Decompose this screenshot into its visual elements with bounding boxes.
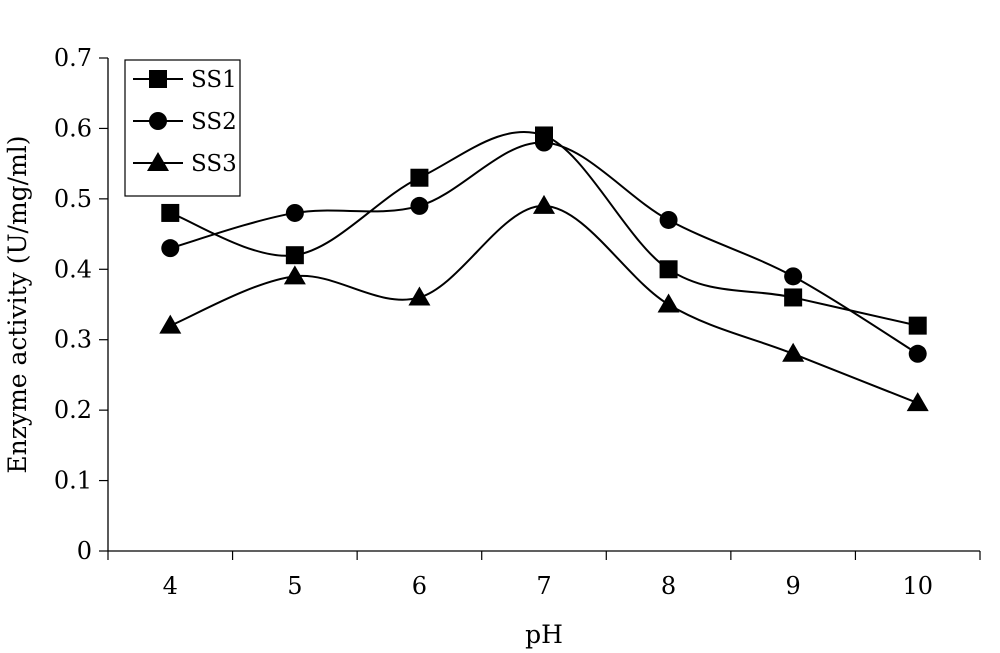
y-tick-label: 0.2 — [54, 396, 92, 424]
data-point — [535, 133, 553, 152]
data-point — [410, 168, 429, 187]
y-axis-title: Enzyme activity (U/mg/ml) — [3, 135, 32, 473]
series-line — [169, 204, 919, 405]
data-point — [533, 194, 555, 214]
series-line — [170, 141, 919, 355]
data-point — [159, 314, 182, 334]
axes — [107, 58, 980, 552]
data-point — [408, 286, 431, 306]
y-tick-label: 0.7 — [54, 44, 92, 72]
legend-label: SS1 — [191, 67, 237, 93]
data-point — [285, 203, 304, 222]
data-point — [908, 344, 927, 363]
legend-marker — [149, 70, 167, 88]
x-tick-label: 5 — [287, 572, 302, 600]
data-point — [285, 246, 304, 265]
x-tick-label: 6 — [412, 572, 427, 600]
data-point — [782, 342, 805, 362]
legend-label: SS2 — [191, 109, 237, 135]
x-tick-label: 8 — [661, 572, 676, 600]
x-tick-label: 4 — [163, 572, 178, 600]
legend-item: SS2 — [133, 109, 237, 135]
y-tick-label: 0.3 — [54, 326, 92, 354]
data-point — [784, 288, 803, 307]
x-tick-label: 10 — [902, 572, 933, 600]
legend-box — [124, 59, 241, 197]
data-point — [908, 316, 927, 335]
y-tick-label: 0.6 — [54, 114, 92, 142]
x-tick-label: 7 — [536, 572, 551, 600]
data-point — [784, 267, 803, 286]
legend-item: SS3 — [133, 151, 237, 177]
legend-marker — [149, 112, 167, 130]
x-axis-title: pH — [525, 620, 563, 649]
data-point — [283, 265, 306, 285]
data-point — [657, 293, 680, 313]
y-tick-label: 0 — [77, 537, 92, 565]
y-tick-label: 0.5 — [54, 185, 92, 213]
x-tick-label: 9 — [786, 572, 801, 600]
legend: SS1 SS2 SS3 — [124, 59, 241, 197]
series-layer — [159, 126, 929, 412]
legend-marker — [147, 152, 169, 171]
data-point — [659, 210, 678, 229]
data-point — [410, 196, 429, 215]
data-point — [161, 239, 180, 258]
y-ticks: 0 0.1 0.2 0.3 0.4 0.5 0.6 0.7 — [54, 44, 108, 565]
series-line — [169, 130, 918, 327]
x-ticks: 4 5 6 7 8 9 10 — [107, 551, 981, 600]
y-tick-label: 0.4 — [54, 255, 92, 283]
y-tick-label: 0.1 — [54, 467, 92, 495]
data-point — [659, 260, 678, 279]
data-point — [161, 203, 180, 222]
legend-item: SS1 — [133, 67, 237, 93]
data-point — [906, 392, 929, 412]
legend-label: SS3 — [191, 151, 237, 177]
series-ss1 — [161, 126, 927, 335]
series-ss2 — [161, 133, 927, 363]
series-ss3 — [159, 194, 929, 412]
